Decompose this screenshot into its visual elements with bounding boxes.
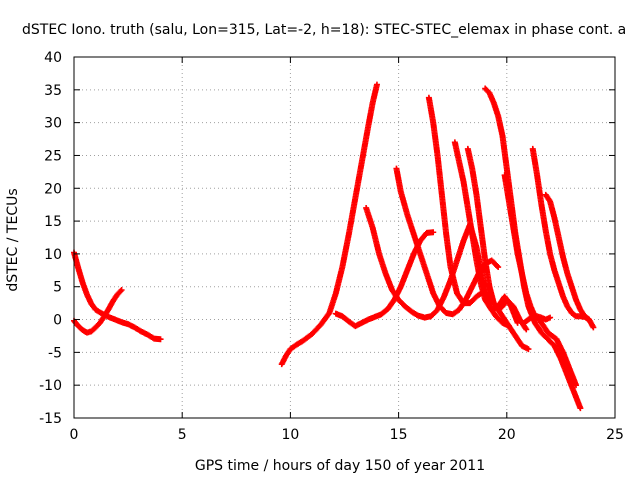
data-point bbox=[430, 229, 437, 236]
data-series bbox=[529, 145, 597, 331]
data-series bbox=[521, 313, 554, 326]
data-point bbox=[547, 314, 554, 321]
chart-title: dSTEC Iono. truth (salu, Lon=315, Lat=-2… bbox=[22, 22, 626, 38]
y-tick-label: 15 bbox=[44, 214, 62, 230]
y-tick-label: -10 bbox=[39, 378, 62, 394]
y-axis-title: dSTEC / TECUs bbox=[5, 188, 21, 291]
data-point bbox=[117, 288, 124, 295]
data-point bbox=[577, 405, 584, 412]
x-tick-label: 0 bbox=[70, 427, 79, 443]
data-point bbox=[573, 382, 580, 389]
data-marks bbox=[71, 81, 597, 412]
x-tick-label: 5 bbox=[178, 427, 187, 443]
y-tick-label: 10 bbox=[44, 247, 62, 263]
data-point bbox=[494, 262, 501, 269]
grid bbox=[74, 57, 615, 418]
data-point bbox=[584, 315, 591, 322]
y-tick-label: 35 bbox=[44, 83, 62, 99]
y-tick-label: 40 bbox=[44, 50, 62, 66]
data-point bbox=[157, 336, 164, 343]
data-point bbox=[525, 346, 532, 353]
data-point bbox=[118, 287, 125, 294]
data-point bbox=[590, 324, 597, 331]
y-tick-label: 20 bbox=[44, 181, 62, 197]
data-series bbox=[501, 172, 580, 389]
data-point bbox=[586, 316, 593, 323]
x-tick-label: 20 bbox=[498, 427, 516, 443]
y-tick-label: -5 bbox=[48, 345, 62, 361]
data-series bbox=[542, 191, 593, 323]
data-point bbox=[523, 326, 530, 333]
y-tick-label: 0 bbox=[53, 313, 62, 329]
data-series bbox=[71, 287, 125, 336]
data-series bbox=[332, 229, 437, 330]
data-series bbox=[71, 249, 164, 343]
y-tick-label: -15 bbox=[39, 411, 62, 427]
data-series bbox=[278, 81, 380, 368]
x-tick-label: 10 bbox=[281, 427, 299, 443]
data-series bbox=[393, 165, 502, 318]
y-tick-label: 5 bbox=[53, 280, 62, 296]
data-point bbox=[495, 264, 502, 271]
data-point bbox=[373, 81, 380, 88]
y-tick-label: 30 bbox=[44, 116, 62, 132]
x-tick-label: 25 bbox=[606, 427, 624, 443]
x-axis-title: GPS time / hours of day 150 of year 2011 bbox=[195, 458, 485, 474]
data-series bbox=[464, 145, 530, 333]
x-tick-label: 15 bbox=[390, 427, 408, 443]
ticks: 0 5 10 15 20 25 -15 -10 -5 0 5 10 15 20 25 30 35 40 bbox=[39, 50, 624, 443]
plot-frame bbox=[73, 56, 616, 419]
y-tick-label: 25 bbox=[44, 148, 62, 164]
